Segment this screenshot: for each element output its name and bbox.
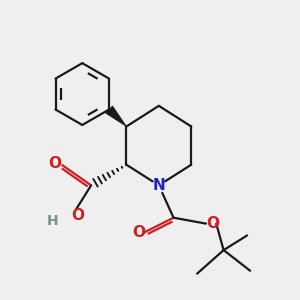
- Polygon shape: [106, 106, 126, 126]
- Text: O: O: [132, 225, 145, 240]
- Text: O: O: [206, 216, 219, 231]
- Text: H: H: [47, 214, 58, 228]
- Text: O: O: [49, 156, 62, 171]
- Text: O: O: [71, 208, 84, 223]
- Text: N: N: [152, 178, 165, 193]
